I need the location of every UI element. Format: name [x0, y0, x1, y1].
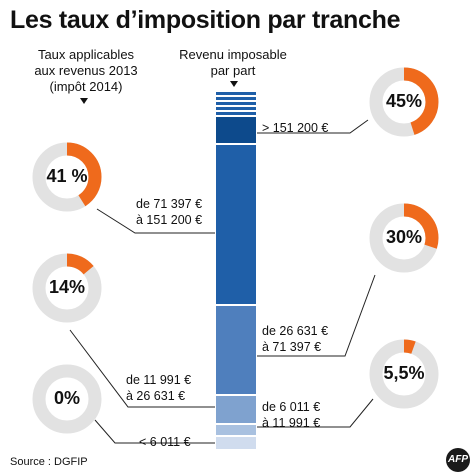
bracket-range-line: de 6 011 € — [262, 400, 321, 414]
bracket-range-30: de 26 631 € à 71 397 € — [262, 323, 328, 355]
rate-label-5-5: 5,5% — [383, 363, 425, 383]
bar-stripe — [216, 97, 256, 100]
bracket-range-line: à 151 200 € — [136, 213, 203, 227]
bar-segment-45 — [216, 117, 256, 143]
bracket-range-line: de 71 397 € — [136, 197, 203, 211]
connector-30 — [257, 274, 376, 357]
bar-segment-30 — [216, 306, 256, 394]
bar-stripe — [216, 107, 256, 110]
donut-arc-5-5 — [369, 339, 439, 409]
rates-header: Taux applicables aux revenus 2013 (impôt… — [18, 47, 154, 95]
bracket-range-5-5: de 6 011 € à 11 991 € — [262, 399, 320, 431]
bar-segment-5-5 — [216, 425, 256, 435]
page-title: Les taux d’imposition par tranche — [10, 6, 401, 34]
bar-segment-41 — [216, 145, 256, 304]
bar-segment-0 — [216, 437, 256, 449]
afp-logo: AFP — [446, 448, 470, 472]
rates-header-arrow — [80, 98, 88, 104]
rate-label-0: 0% — [53, 388, 80, 408]
bracket-range-line: à 11 991 € — [262, 416, 321, 430]
donut-ring-0 — [32, 364, 102, 434]
rates-header-line-2: aux revenus 2013 — [34, 63, 138, 78]
bracket-range-line: de 11 991 € — [126, 373, 192, 387]
income-header: Revenu imposable par part — [168, 47, 298, 79]
bracket-range-14: de 11 991 € à 26 631 € — [126, 372, 191, 404]
bracket-range-41: de 71 397 € à 151 200 € — [136, 196, 202, 228]
bar-stripe — [216, 92, 256, 95]
connector-0 — [94, 419, 215, 444]
connector-14 — [69, 329, 215, 408]
rate-label-30: 30% — [385, 227, 423, 247]
rate-label-45: 45% — [385, 91, 423, 111]
bracket-range-line: < 6 011 € — [139, 435, 191, 449]
bar-stripe — [216, 102, 256, 105]
income-header-arrow — [230, 81, 238, 87]
donut-arc-45 — [369, 67, 439, 137]
source-note: Source : DGFIP — [10, 456, 88, 468]
income-bar — [216, 92, 256, 449]
bracket-range-line: > 151 200 € — [262, 121, 329, 135]
bar-stripe — [216, 112, 256, 115]
connector-45 — [257, 119, 369, 134]
rate-label-14: 14% — [48, 277, 86, 297]
bracket-range-45: > 151 200 € — [262, 120, 328, 136]
bracket-range-line: à 26 631 € — [126, 389, 186, 403]
income-header-line-2: par part — [210, 63, 256, 78]
rate-label-41: 41 % — [46, 166, 88, 186]
donut-arc-30 — [369, 203, 439, 273]
donut-arc-14 — [32, 253, 102, 323]
rate-donuts — [32, 67, 439, 434]
connector-41 — [96, 208, 215, 234]
connector-5-5 — [257, 398, 374, 428]
income-header-line-1: Revenu imposable — [179, 47, 287, 62]
rates-header-line-1: Taux applicables — [37, 47, 135, 62]
rates-header-line-3: (impôt 2014) — [49, 79, 123, 94]
donut-arc-41 — [32, 142, 102, 212]
bracket-range-line: de 26 631 € — [262, 324, 329, 338]
bracket-range-line: à 71 397 € — [262, 340, 322, 354]
bracket-range-0: < 6 011 € — [139, 434, 191, 450]
bar-segment-14 — [216, 396, 256, 423]
